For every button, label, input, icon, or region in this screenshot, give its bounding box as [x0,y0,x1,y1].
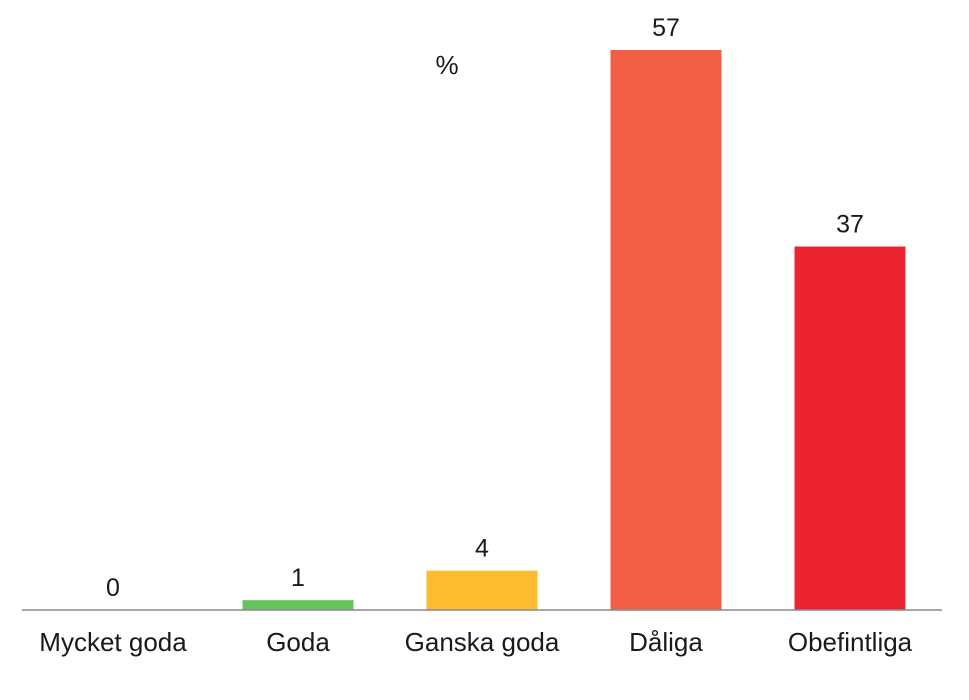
value-labels-group: 0 1 4 57 37 [106,14,864,602]
unit-label: % [435,50,458,80]
value-label-0: 0 [106,574,120,602]
bar-3 [610,50,722,610]
category-label-3: Dåliga [629,627,703,657]
category-label-2: Ganska goda [405,627,560,657]
bar-4 [794,246,906,611]
value-label-4: 37 [836,210,864,238]
category-label-0: Mycket goda [39,627,187,657]
tick-labels-group: Mycket goda Goda Ganska goda Dåliga Obefintl… [39,627,912,657]
bars-group [242,50,906,611]
bar-1 [242,600,354,610]
category-label-4: Obefintliga [788,627,913,657]
value-label-2: 4 [475,535,489,563]
category-label-1: Goda [266,627,330,657]
bar-2 [426,570,538,610]
value-label-3: 57 [652,14,680,42]
value-label-1: 1 [291,564,305,592]
